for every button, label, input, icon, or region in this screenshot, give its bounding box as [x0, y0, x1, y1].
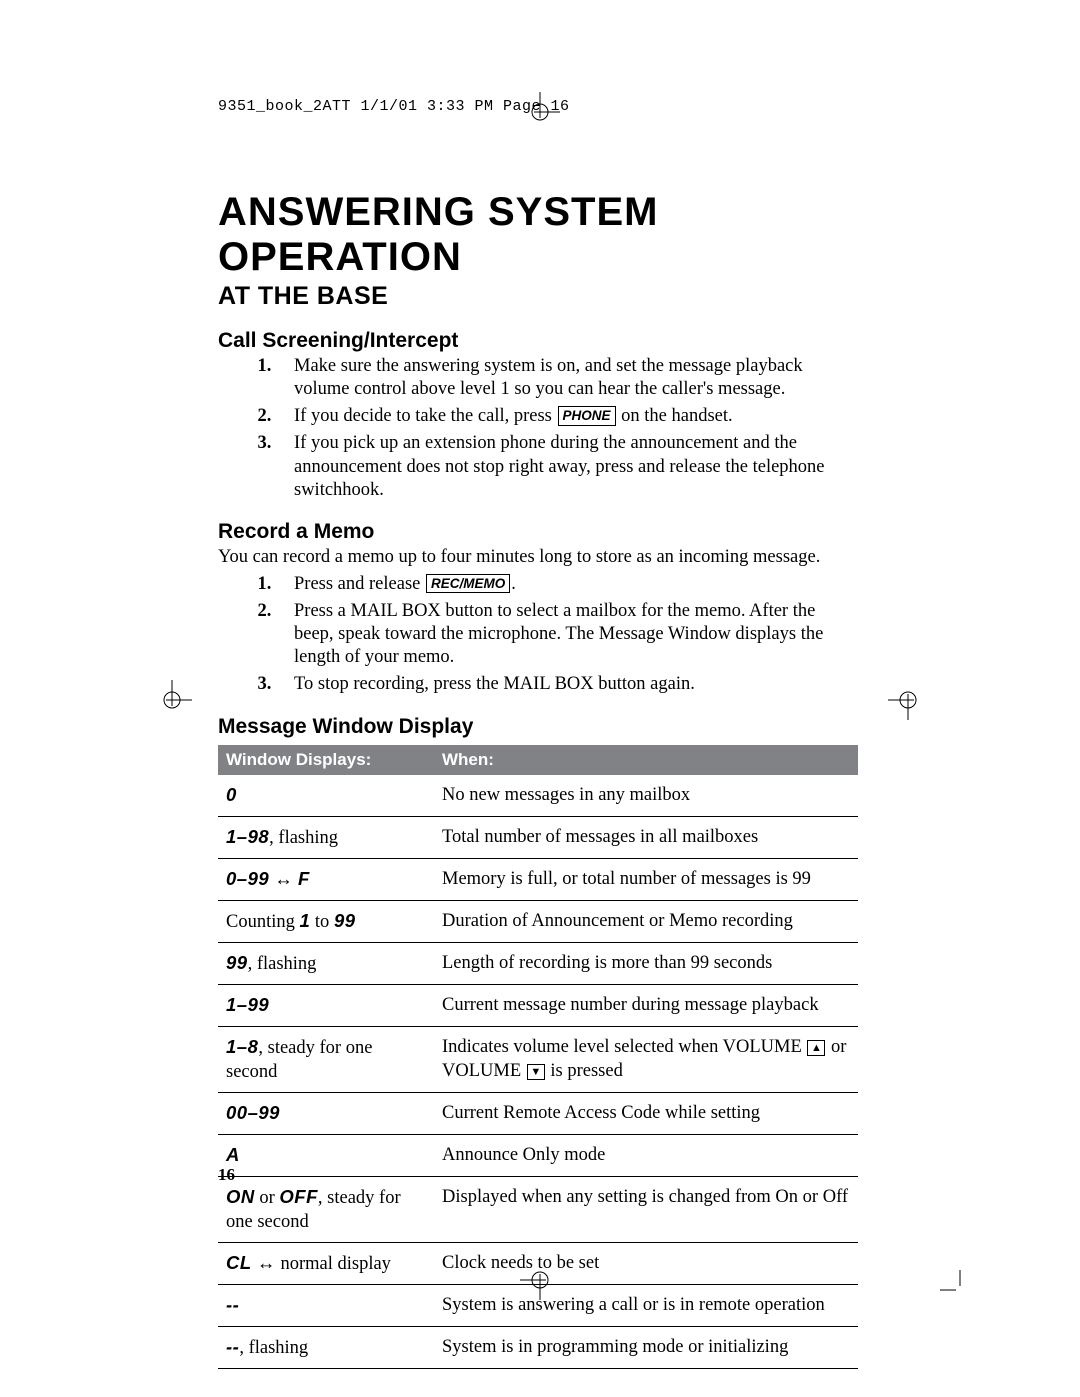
- volume-down-icon: ▼: [527, 1064, 545, 1080]
- table-cell-display: 99, flashing: [218, 942, 434, 984]
- crop-mark-icon: [152, 680, 192, 720]
- record-memo-intro: You can record a memo up to four minutes…: [218, 546, 858, 569]
- keycap-rec-memo: REC/MEMO: [426, 574, 510, 594]
- lcd-text: 99: [226, 952, 248, 973]
- table-row: ON or OFF, steady for one secondDisplaye…: [218, 1176, 858, 1242]
- lcd-text: 1: [300, 910, 311, 931]
- section-heading-message-window: Message Window Display: [218, 715, 858, 739]
- page-title: ANSWERING SYSTEM OPERATION: [218, 190, 858, 280]
- page: 9351_book_2ATT 1/1/01 3:33 PM Page 16 AN…: [0, 0, 1080, 1397]
- lcd-text: 99: [334, 910, 356, 931]
- table-cell-when: System is answering a call or is in remo…: [434, 1285, 858, 1327]
- left-right-arrow-icon: ↔: [269, 868, 298, 889]
- table-cell-display: ON or OFF, steady for one second: [218, 1176, 434, 1242]
- table-cell-display: Counting 1 to 99: [218, 900, 434, 942]
- table-cell-when: Length of recording is more than 99 seco…: [434, 942, 858, 984]
- table-cell-when: Memory is full, or total number of messa…: [434, 858, 858, 900]
- table-cell-display: --, flashing: [218, 1327, 434, 1369]
- table-header: Window Displays:: [218, 745, 434, 775]
- table-row: 99, flashingLength of recording is more …: [218, 942, 858, 984]
- record-memo-steps: Press and release REC/MEMO. Press a MAIL …: [218, 573, 858, 697]
- lcd-text: --: [226, 1336, 239, 1357]
- page-number: 16: [218, 1165, 235, 1185]
- table-row: Counting 1 to 99Duration of Announcement…: [218, 900, 858, 942]
- table-row: 1–98, flashingTotal number of messages i…: [218, 816, 858, 858]
- crop-mark-icon: [888, 680, 928, 720]
- table-cell-when: Displayed when any setting is changed fr…: [434, 1176, 858, 1242]
- lcd-text: A: [226, 1144, 240, 1165]
- section-heading-record-memo: Record a Memo: [218, 520, 858, 544]
- table-row: 0–99 ↔ FMemory is full, or total number …: [218, 858, 858, 900]
- table-cell-when: Current Remote Access Code while setting: [434, 1092, 858, 1134]
- message-window-table: Window Displays: When: 0 No new messages …: [218, 745, 858, 1370]
- table-cell-display: 0: [218, 775, 434, 817]
- table-cell-when: No new messages in any mailbox: [434, 775, 858, 817]
- table-row: 00–99 Current Remote Access Code while se…: [218, 1092, 858, 1134]
- table-row: -- System is answering a call or is in re…: [218, 1285, 858, 1327]
- section-heading-call-screening: Call Screening/Intercept: [218, 329, 858, 353]
- call-screening-steps: Make sure the answering system is on, an…: [218, 355, 858, 502]
- print-slug: 9351_book_2ATT 1/1/01 3:33 PM Page 16: [218, 98, 570, 115]
- crop-mark-icon: [940, 1270, 980, 1310]
- lcd-text: 0–99: [226, 868, 269, 889]
- lcd-text: ON: [226, 1186, 255, 1207]
- lcd-text: 1–98: [226, 826, 269, 847]
- table-cell-when: Clock needs to be set: [434, 1243, 858, 1285]
- table-row: 0 No new messages in any mailbox: [218, 775, 858, 817]
- table-cell-display: A: [218, 1134, 434, 1176]
- table-cell-when: Total number of messages in all mailboxe…: [434, 816, 858, 858]
- keycap-phone: PHONE: [558, 406, 616, 426]
- table-cell-display: CL ↔ normal display: [218, 1243, 434, 1285]
- table-cell-when: Current message number during message pl…: [434, 984, 858, 1026]
- table-row: 1–99 Current message number during messag…: [218, 984, 858, 1026]
- table-row: 1–8, steady for one secondIndicates volu…: [218, 1026, 858, 1092]
- table-cell-when: System is in programming mode or initial…: [434, 1327, 858, 1369]
- call-screening-step-item: If you decide to take the call, press PH…: [276, 405, 858, 428]
- lcd-text: 1–99: [226, 994, 269, 1015]
- call-screening-step-item: If you pick up an extension phone during…: [276, 432, 858, 501]
- table-cell-display: 1–8, steady for one second: [218, 1026, 434, 1092]
- table-cell-display: 1–99: [218, 984, 434, 1026]
- table-cell-when: Duration of Announcement or Memo recordi…: [434, 900, 858, 942]
- lcd-text: OFF: [279, 1186, 318, 1207]
- lcd-text: --: [226, 1294, 239, 1315]
- lcd-text: 0: [226, 784, 237, 805]
- page-subtitle: AT THE BASE: [218, 282, 858, 311]
- table-header: When:: [434, 745, 858, 775]
- record-memo-step-item: Press a MAIL BOX button to select a mail…: [276, 600, 858, 669]
- lcd-text: 1–8: [226, 1036, 258, 1057]
- table-row: --, flashingSystem is in programming mod…: [218, 1327, 858, 1369]
- page-content: ANSWERING SYSTEM OPERATION AT THE BASE C…: [218, 190, 858, 1369]
- lcd-text: CL: [226, 1252, 252, 1273]
- table-cell-display: 0–99 ↔ F: [218, 858, 434, 900]
- table-row: A Announce Only mode: [218, 1134, 858, 1176]
- record-memo-step-item: Press and release REC/MEMO.: [276, 573, 858, 596]
- volume-up-icon: ▲: [807, 1040, 825, 1056]
- table-cell-when: Announce Only mode: [434, 1134, 858, 1176]
- lcd-text: 00–99: [226, 1102, 280, 1123]
- table-cell-display: --: [218, 1285, 434, 1327]
- table-cell-when: Indicates volume level selected when VOL…: [434, 1026, 858, 1092]
- table-cell-display: 00–99: [218, 1092, 434, 1134]
- call-screening-step-item: Make sure the answering system is on, an…: [276, 355, 858, 401]
- record-memo-step-item: To stop recording, press the MAIL BOX bu…: [276, 673, 858, 696]
- table-row: CL ↔ normal displayClock needs to be set: [218, 1243, 858, 1285]
- lcd-text: F: [298, 868, 310, 889]
- table-cell-display: 1–98, flashing: [218, 816, 434, 858]
- left-right-arrow-icon: ↔: [252, 1252, 281, 1273]
